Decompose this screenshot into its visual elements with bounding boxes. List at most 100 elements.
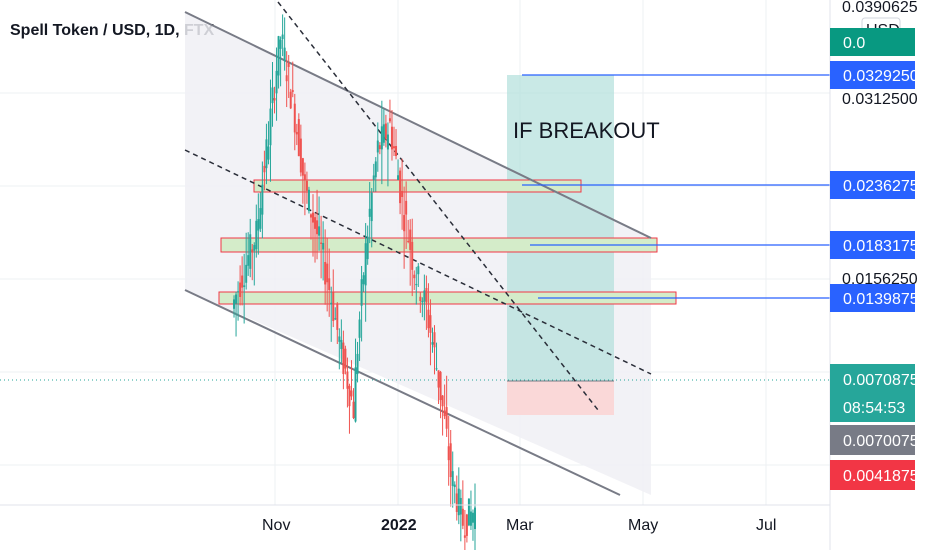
price-tag-label: 0.0139875 xyxy=(843,291,919,308)
candle-body xyxy=(409,229,412,250)
candle-body xyxy=(271,87,274,104)
candle-body xyxy=(395,146,398,156)
candle-body xyxy=(344,348,347,369)
candle-body xyxy=(330,302,333,305)
price-tag-prev-close[interactable]: 0.0070075 xyxy=(830,425,919,455)
candle-body xyxy=(348,385,351,407)
candle-body xyxy=(305,180,308,191)
candle-body xyxy=(431,342,434,345)
candle-body xyxy=(295,131,298,135)
candle-body xyxy=(376,140,379,153)
candle-body xyxy=(413,274,416,279)
price-tag-stop[interactable]: 0.0041875 xyxy=(830,460,919,490)
candle-body xyxy=(366,236,369,260)
candle-body xyxy=(275,70,278,94)
candle-body xyxy=(378,145,381,150)
candle-body xyxy=(316,220,319,235)
candle-body xyxy=(309,214,312,218)
candle-body xyxy=(441,395,444,407)
candle-body xyxy=(427,309,430,329)
candle-body xyxy=(459,497,462,515)
candle-body xyxy=(393,146,395,149)
candle-body xyxy=(301,158,304,176)
candle-body xyxy=(399,170,402,204)
candle-body xyxy=(283,47,286,62)
channel-bottom-line[interactable] xyxy=(184,289,621,496)
price-tag-label: 0.0070875 xyxy=(843,372,919,389)
candle-body xyxy=(243,285,246,287)
candle-body xyxy=(291,90,294,92)
time-label: Mar xyxy=(506,517,534,534)
candle-body xyxy=(267,146,270,160)
time-label: May xyxy=(628,517,658,534)
candle-body xyxy=(255,220,258,250)
candle-body xyxy=(386,134,389,150)
price-tag-middle[interactable]: 0.0183175 xyxy=(830,231,919,259)
candle-body xyxy=(269,108,272,146)
price-tag-upper[interactable]: 0.0236275 xyxy=(830,171,919,199)
candle-body xyxy=(346,371,349,389)
price-tag-target[interactable]: 0.0329250 xyxy=(830,61,919,89)
candle-body xyxy=(265,139,268,169)
candle-body xyxy=(332,292,335,322)
candle-body xyxy=(372,175,375,180)
candle-body xyxy=(340,339,343,349)
time-label: Jul xyxy=(756,517,776,534)
price-tag-label: 0.0329250 xyxy=(843,68,919,85)
candle-body xyxy=(368,208,371,217)
candle-body xyxy=(429,315,432,333)
candle-body xyxy=(257,219,260,231)
candle-body xyxy=(297,119,300,157)
channel-top-line[interactable] xyxy=(184,11,652,239)
candle-body xyxy=(405,200,408,215)
candle-body xyxy=(435,368,438,370)
candle-body xyxy=(362,275,365,285)
candle-body xyxy=(336,303,339,330)
breakout-annotation[interactable]: IF BREAKOUT xyxy=(513,118,660,143)
candle-body xyxy=(465,514,468,536)
svg-text:0.0: 0.0 xyxy=(843,35,865,52)
candle-body xyxy=(407,240,410,242)
candle-body xyxy=(445,407,448,429)
candle-body xyxy=(293,103,296,133)
price-tag-top[interactable]: 0.0 xyxy=(830,28,915,56)
candle-body xyxy=(461,508,464,526)
candle-body xyxy=(401,190,404,197)
price-tag-last[interactable]: 0.0070875 08:54:53 xyxy=(830,364,919,422)
candle-body xyxy=(419,296,422,301)
candle-body xyxy=(457,488,460,516)
price-tag-label: 0.0070075 xyxy=(843,433,919,450)
candle-body xyxy=(364,243,367,286)
chart-title: Spell Token / USD, 1D, FTX xyxy=(10,22,215,39)
stop-zone[interactable] xyxy=(507,381,614,415)
trendline-dashed[interactable] xyxy=(277,1,599,411)
candle-body xyxy=(350,390,353,397)
candle-body xyxy=(303,174,306,181)
candle-body xyxy=(447,446,450,461)
candle-body xyxy=(423,290,426,302)
candle-body xyxy=(245,264,248,283)
candle-body xyxy=(285,75,288,82)
candle-body xyxy=(451,471,454,486)
candle-body xyxy=(358,319,361,338)
candle-body xyxy=(443,410,446,417)
candle-body xyxy=(474,507,476,530)
price-tag-label: 0.0236275 xyxy=(843,178,919,195)
candle-body xyxy=(289,91,292,109)
level-lines xyxy=(522,74,830,299)
candle-body xyxy=(370,192,373,222)
time-label: 2022 xyxy=(381,517,417,534)
candle-body xyxy=(249,234,252,269)
price-tag-lower[interactable]: 0.0139875 xyxy=(830,284,919,312)
candle-body xyxy=(380,126,383,150)
candle-body xyxy=(374,161,377,178)
candle-body xyxy=(433,332,436,348)
candle-body xyxy=(439,371,442,401)
candle-body xyxy=(277,36,280,76)
candle-body xyxy=(281,34,284,40)
candle-body xyxy=(449,443,452,478)
candle-body xyxy=(411,241,414,270)
candle-body xyxy=(307,189,310,212)
price-tick: 0.0312500 xyxy=(842,91,918,108)
